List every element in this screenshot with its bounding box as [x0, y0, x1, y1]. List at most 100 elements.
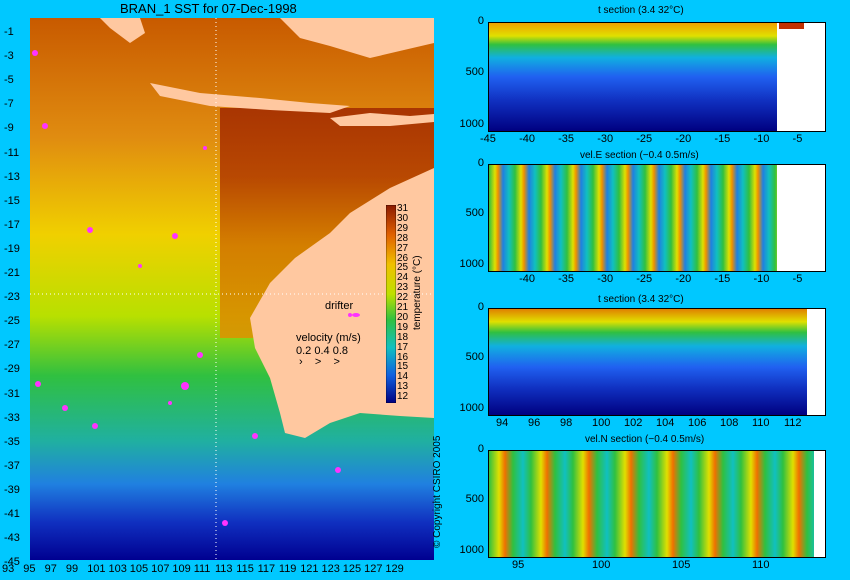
lat-tick: -13	[4, 170, 20, 183]
section-y-tick: 1000	[459, 257, 484, 270]
lat-tick: -27	[4, 339, 20, 352]
lon-tick: 111	[193, 563, 211, 575]
lat-tick: -1	[4, 26, 14, 38]
section-1-title: t section (3.4 32°C)	[598, 5, 684, 16]
lon-tick: 107	[151, 563, 170, 575]
colorbar	[386, 205, 396, 403]
lon-tick: 127	[364, 563, 383, 575]
colorbar-tick: 12	[397, 391, 409, 403]
section-x-tick: -5	[792, 133, 803, 145]
colorbar-tick: 26	[397, 252, 409, 264]
section-y-tick: 1000	[459, 543, 484, 556]
section-x-tick: -45	[480, 133, 496, 145]
lat-tick: -31	[4, 387, 20, 400]
lat-tick: -7	[4, 98, 14, 111]
section-y-tick: 0	[477, 443, 484, 455]
section-x-tick: -35	[558, 273, 575, 285]
section-x-tick: -10	[753, 133, 770, 145]
lon-tick: 109	[172, 563, 191, 575]
section-x-tick: 106	[688, 417, 707, 429]
section-2-title: vel.E section (−0.4 0.5m/s)	[580, 150, 699, 161]
section-x-tick: -40	[519, 273, 535, 285]
section-x-tick: -25	[636, 133, 653, 145]
lat-tick: -21	[4, 267, 20, 279]
colorbar-tick: 24	[397, 272, 409, 284]
section-x-tick: 102	[624, 417, 643, 429]
section-x-tick: 100	[592, 559, 611, 571]
lon-tick: 105	[129, 563, 149, 575]
section-x-tick: 110	[752, 417, 770, 429]
lon-tick: 103	[108, 563, 127, 575]
lon-tick: 125	[342, 563, 362, 575]
lat-tick: -15	[4, 194, 20, 207]
colorbar-label: temperature (°C)	[412, 255, 423, 330]
section-x-tick: 98	[560, 417, 573, 429]
lat-tick: -37	[4, 459, 20, 472]
lon-tick: 97	[44, 563, 57, 575]
section-x-tick: -20	[675, 133, 692, 145]
lon-tick: 101	[87, 563, 106, 575]
drifter-legend-marker	[352, 313, 360, 317]
section-x-tick: 100	[592, 417, 611, 429]
section-y-tick: 0	[477, 157, 484, 169]
section-x-tick: -10	[753, 273, 770, 285]
section-x-tick: 105	[672, 559, 691, 571]
map-title: BRAN_1 SST for 07-Dec-1998	[120, 1, 297, 16]
lat-tick: -41	[4, 508, 20, 520]
section-x-tick: -15	[714, 273, 731, 285]
colorbar-tick: 18	[397, 331, 409, 343]
section-2-panel	[488, 164, 826, 272]
lat-tick: -11	[4, 146, 20, 159]
section-y-tick: 500	[465, 207, 484, 220]
colorbar-tick: 27	[397, 242, 409, 254]
section-x-tick: -15	[714, 133, 731, 145]
section-x-tick: 95	[512, 559, 525, 571]
lon-tick: 129	[385, 563, 404, 575]
lon-tick: 123	[321, 563, 340, 575]
sst-map	[30, 18, 434, 560]
lon-tick: 115	[236, 563, 254, 575]
velocity-label: velocity (m/s)	[296, 332, 361, 344]
lon-tick: 99	[65, 563, 79, 575]
lon-tick: 119	[278, 563, 297, 575]
section-x-tick: -25	[636, 273, 653, 285]
colorbar-tick: 13	[397, 381, 409, 393]
colorbar-tick: 20	[397, 311, 409, 323]
section-x-tick: 112	[784, 417, 802, 429]
section-x-tick: 110	[752, 559, 770, 571]
colorbar-tick: 21	[397, 302, 409, 313]
colorbar-tick: 28	[397, 232, 409, 244]
section-x-tick: 96	[528, 417, 541, 429]
section-y-tick: 500	[465, 66, 484, 79]
section-3-panel	[488, 308, 826, 416]
section-y-tick: 1000	[459, 401, 484, 414]
lat-tick: -35	[4, 435, 20, 448]
section-x-tick: -30	[597, 133, 614, 145]
lat-tick: -33	[4, 411, 20, 424]
lon-tick: 95	[23, 563, 36, 575]
section-x-tick: -20	[675, 273, 692, 285]
colorbar-tick: 14	[397, 371, 409, 383]
lat-tick: -9	[4, 122, 14, 135]
section-3-title: t section (3.4 32°C)	[598, 294, 684, 305]
lat-tick: -19	[4, 242, 20, 255]
section-y-tick: 1000	[459, 117, 484, 130]
lat-tick: -3	[4, 50, 14, 63]
lat-tick: -23	[4, 291, 20, 304]
section-x-tick: -40	[519, 133, 535, 145]
colorbar-tick: 22	[397, 292, 409, 304]
lat-tick: -43	[4, 532, 20, 545]
lat-tick: -39	[4, 483, 20, 496]
lat-tick: -5	[4, 74, 14, 87]
section-x-tick: 108	[720, 417, 739, 429]
drifter-label: drifter	[325, 300, 354, 312]
colorbar-tick: 25	[397, 262, 409, 274]
lon-tick: 93	[2, 563, 15, 575]
lon-tick: 117	[257, 563, 276, 575]
section-y-tick: 0	[477, 301, 484, 313]
colorbar-tick: 29	[397, 222, 409, 234]
lon-tick: 121	[300, 563, 319, 575]
colorbar-tick: 17	[397, 341, 409, 353]
lat-tick: -17	[4, 218, 20, 231]
colorbar-tick: 15	[397, 361, 409, 373]
